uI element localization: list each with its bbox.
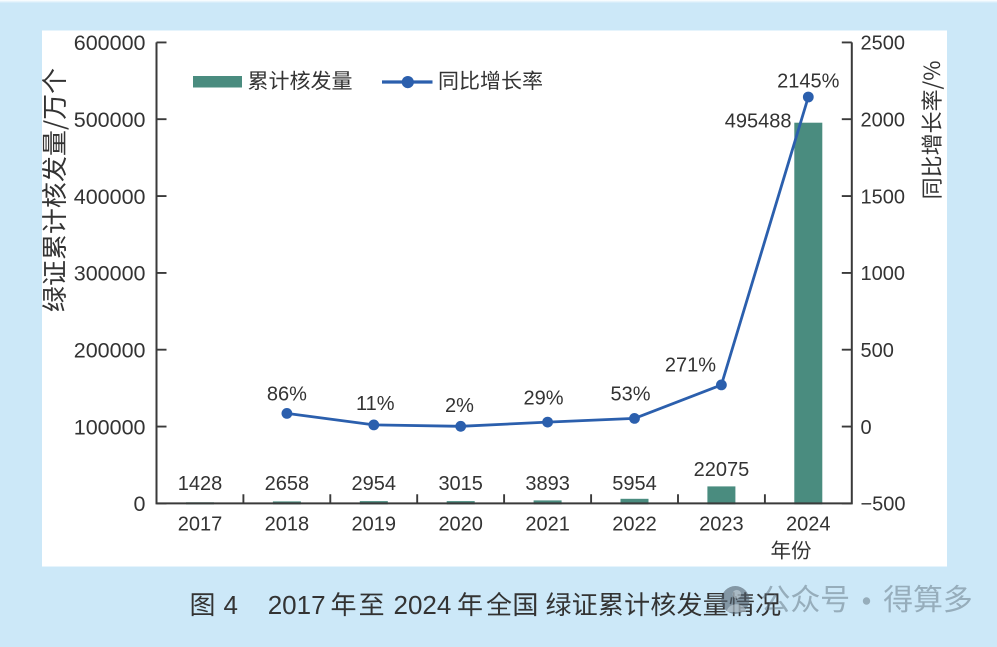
svg-text:11%: 11%	[356, 393, 395, 415]
svg-text:2023: 2023	[699, 514, 744, 536]
svg-text:2017: 2017	[268, 590, 326, 620]
svg-text:2%: 2%	[445, 395, 474, 417]
svg-text:500000: 500000	[74, 108, 146, 132]
svg-text:86%: 86%	[267, 384, 307, 406]
svg-text:3015: 3015	[438, 473, 483, 495]
svg-text:2024: 2024	[786, 514, 831, 536]
svg-text:2658: 2658	[265, 473, 310, 495]
svg-text:2024: 2024	[394, 590, 452, 620]
svg-text:5954: 5954	[612, 473, 657, 495]
svg-text:2018: 2018	[265, 514, 310, 536]
svg-text:600000: 600000	[74, 31, 146, 55]
svg-text:2500: 2500	[861, 33, 906, 55]
svg-text:−500: −500	[861, 494, 906, 516]
svg-text:200000: 200000	[74, 339, 146, 363]
svg-text:300000: 300000	[74, 262, 146, 286]
svg-text:53%: 53%	[610, 384, 650, 406]
svg-text:1428: 1428	[178, 473, 223, 495]
svg-text:495488: 495488	[725, 111, 792, 133]
svg-text:2022: 2022	[612, 514, 657, 536]
svg-text:3893: 3893	[525, 473, 570, 495]
svg-text:2020: 2020	[438, 514, 483, 536]
svg-text:271%: 271%	[665, 354, 716, 376]
svg-text:2021: 2021	[525, 514, 570, 536]
svg-text:2019: 2019	[352, 514, 397, 536]
svg-text:29%: 29%	[523, 388, 563, 410]
svg-text:0: 0	[134, 492, 146, 516]
svg-text:500: 500	[861, 340, 894, 362]
svg-text:2000: 2000	[861, 110, 906, 132]
svg-text:22075: 22075	[694, 459, 750, 481]
svg-text:1500: 1500	[861, 186, 906, 208]
svg-text:2017: 2017	[178, 514, 223, 536]
svg-text:400000: 400000	[74, 185, 146, 209]
svg-text:2954: 2954	[352, 473, 397, 495]
svg-text:4: 4	[224, 590, 238, 620]
svg-text:2145%: 2145%	[777, 71, 839, 93]
svg-text:100000: 100000	[74, 415, 146, 439]
svg-text:1000: 1000	[861, 263, 906, 285]
svg-text:0: 0	[861, 417, 872, 439]
